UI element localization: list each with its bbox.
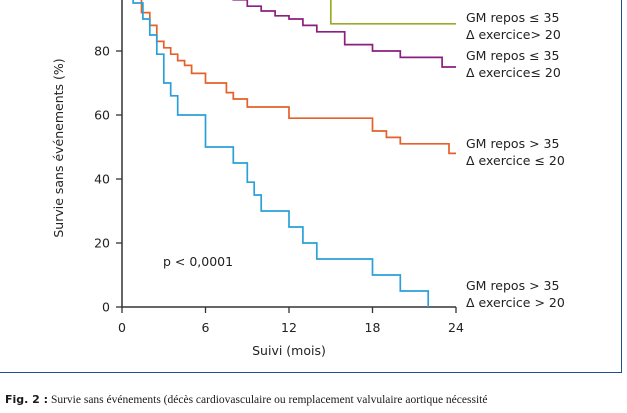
- legend-line1: GM repos ≤ 35: [466, 48, 559, 63]
- legend-line1: GM repos > 35: [466, 136, 559, 151]
- x-tick-label: 12: [281, 320, 297, 335]
- y-tick-label: 0: [102, 300, 110, 315]
- x-tick-label: 0: [118, 320, 126, 335]
- curve-purple-low-mg-low-delta: [232, 0, 456, 68]
- km-survival-chart: 0 20 40 60 80 0 6 12 18 24 GM repos ≤ 35 Δ exercic…: [51, 0, 565, 358]
- x-axis-label: Suivi (mois): [252, 343, 326, 358]
- legend-line2: Δ exercice ≤ 20: [466, 153, 565, 168]
- legend-line2: Δ exercice> 20: [466, 27, 561, 42]
- curve-blue-high-mg-high-delta: [132, 0, 430, 307]
- y-axis-label: Survie sans événements (%): [51, 58, 66, 237]
- y-tick-label: 20: [94, 236, 110, 251]
- legend-line1: GM repos > 35: [466, 278, 559, 293]
- y-tick-label: 80: [94, 44, 110, 59]
- legend-line2: Δ exercice≤ 20: [466, 65, 561, 80]
- legend-line2: Δ exercice > 20: [466, 295, 565, 310]
- caption-text: Survie sans événements (décès cardiovasc…: [50, 394, 488, 406]
- x-tick-label: 24: [448, 320, 464, 335]
- p-value-annotation: p < 0,0001: [163, 254, 233, 269]
- legend-line1: GM repos ≤ 35: [466, 10, 559, 25]
- x-tick-label: 18: [365, 320, 381, 335]
- y-tick-label: 40: [94, 172, 110, 187]
- figure-frame: [0, 0, 622, 373]
- y-tick-label: 60: [94, 108, 110, 123]
- x-tick-label: 6: [202, 320, 210, 335]
- figure-label: Fig. 2 :: [5, 393, 49, 406]
- figure-caption: Fig. 2 : Survie sans événements (décès c…: [5, 393, 487, 406]
- survival-curves: [132, 0, 456, 307]
- curve-green-low-mg-high-delta: [329, 0, 456, 25]
- chart-legend: GM repos ≤ 35 Δ exercice> 20 GM repos ≤ 35…: [466, 10, 565, 310]
- chart-axes: 0 20 40 60 80 0 6 12 18 24: [94, 0, 464, 335]
